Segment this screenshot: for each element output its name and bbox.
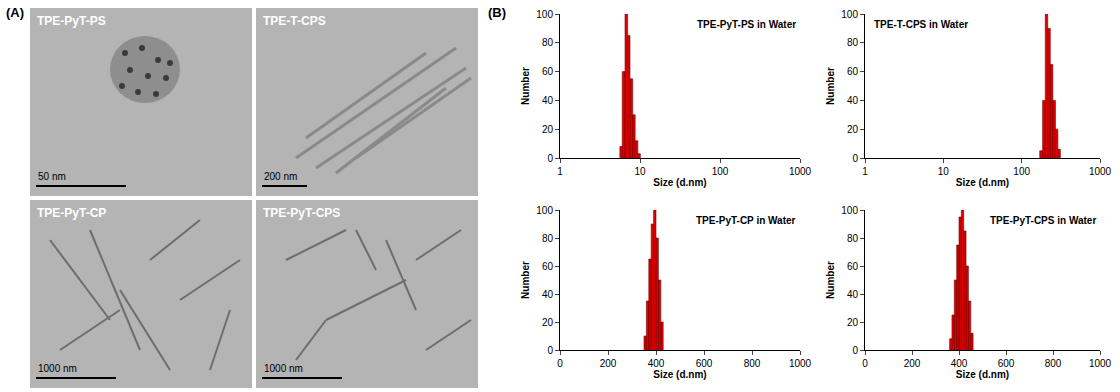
svg-text:600: 600 <box>696 358 713 369</box>
svg-text:400: 400 <box>951 358 968 369</box>
svg-text:0: 0 <box>852 153 858 164</box>
svg-text:TPE-PyT-CP: TPE-PyT-CP <box>37 206 106 220</box>
svg-text:0: 0 <box>852 345 858 356</box>
svg-text:Number: Number <box>520 261 531 299</box>
svg-text:TPE-PyT-CP in Water: TPE-PyT-CP in Water <box>696 215 796 226</box>
svg-text:TPE-PyT-CPS: TPE-PyT-CPS <box>263 206 340 220</box>
svg-text:100: 100 <box>536 9 553 20</box>
svg-text:Size (d.nm): Size (d.nm) <box>653 369 706 380</box>
svg-text:1000: 1000 <box>789 166 812 177</box>
svg-text:20: 20 <box>542 124 554 135</box>
svg-text:TPE-PyT-PS in Water: TPE-PyT-PS in Water <box>697 19 796 30</box>
svg-text:40: 40 <box>847 289 859 300</box>
svg-text:100: 100 <box>841 9 858 20</box>
svg-text:20: 20 <box>542 317 554 328</box>
svg-text:TPE-T-CPS: TPE-T-CPS <box>263 14 326 28</box>
svg-text:100: 100 <box>841 205 858 216</box>
svg-text:60: 60 <box>542 66 554 77</box>
svg-text:Number: Number <box>825 67 836 105</box>
svg-text:Size (d.nm): Size (d.nm) <box>653 177 706 188</box>
svg-text:200: 200 <box>904 358 921 369</box>
svg-text:10: 10 <box>634 166 646 177</box>
svg-text:TPE-PyT-PS: TPE-PyT-PS <box>37 14 106 28</box>
svg-text:1000 nm: 1000 nm <box>264 363 303 374</box>
svg-text:Size (d.nm): Size (d.nm) <box>956 369 1009 380</box>
svg-text:100: 100 <box>536 205 553 216</box>
svg-text:10: 10 <box>938 166 950 177</box>
svg-text:0: 0 <box>557 358 563 369</box>
svg-text:80: 80 <box>542 37 554 48</box>
svg-text:400: 400 <box>648 358 665 369</box>
svg-text:60: 60 <box>542 261 554 272</box>
svg-text:20: 20 <box>847 124 859 135</box>
svg-text:100: 100 <box>1013 166 1030 177</box>
svg-text:1000: 1000 <box>1089 358 1112 369</box>
svg-text:80: 80 <box>847 37 859 48</box>
svg-text:600: 600 <box>998 358 1015 369</box>
svg-text:0: 0 <box>862 358 868 369</box>
svg-text:50 nm: 50 nm <box>38 171 66 182</box>
svg-text:1000: 1000 <box>789 358 812 369</box>
svg-text:80: 80 <box>847 233 859 244</box>
svg-text:TPE-T-CPS in Water: TPE-T-CPS in Water <box>874 19 968 30</box>
svg-text:100: 100 <box>712 166 729 177</box>
svg-text:200 nm: 200 nm <box>264 171 297 182</box>
svg-text:TPE-PyT-CPS in Water: TPE-PyT-CPS in Water <box>990 215 1096 226</box>
svg-text:Size (d.nm): Size (d.nm) <box>956 177 1009 188</box>
svg-text:20: 20 <box>847 317 859 328</box>
svg-text:800: 800 <box>744 358 761 369</box>
svg-text:60: 60 <box>847 66 859 77</box>
svg-text:(A): (A) <box>6 5 24 20</box>
svg-text:1: 1 <box>557 166 563 177</box>
svg-text:200: 200 <box>600 358 617 369</box>
svg-text:1000: 1000 <box>1089 166 1112 177</box>
svg-text:(B): (B) <box>488 5 506 20</box>
svg-text:40: 40 <box>542 289 554 300</box>
svg-text:0: 0 <box>547 153 553 164</box>
svg-text:0: 0 <box>547 345 553 356</box>
svg-text:Number: Number <box>520 67 531 105</box>
svg-text:Number: Number <box>825 261 836 299</box>
svg-text:1: 1 <box>862 166 868 177</box>
svg-text:80: 80 <box>542 233 554 244</box>
svg-text:1000 nm: 1000 nm <box>38 363 77 374</box>
svg-text:40: 40 <box>542 95 554 106</box>
svg-text:800: 800 <box>1045 358 1062 369</box>
svg-text:40: 40 <box>847 95 859 106</box>
svg-text:60: 60 <box>847 261 859 272</box>
